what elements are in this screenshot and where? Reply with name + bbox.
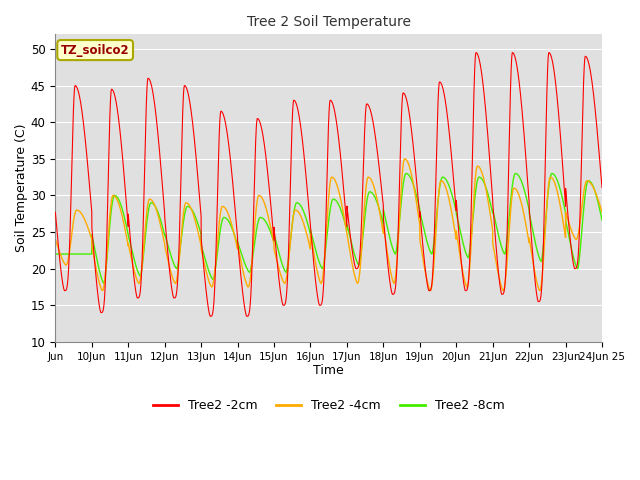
X-axis label: Time: Time (314, 364, 344, 377)
Text: TZ_soilco2: TZ_soilco2 (61, 44, 129, 57)
Title: Tree 2 Soil Temperature: Tree 2 Soil Temperature (246, 15, 411, 29)
Legend: Tree2 -2cm, Tree2 -4cm, Tree2 -8cm: Tree2 -2cm, Tree2 -4cm, Tree2 -8cm (148, 394, 509, 417)
Y-axis label: Soil Temperature (C): Soil Temperature (C) (15, 124, 28, 252)
